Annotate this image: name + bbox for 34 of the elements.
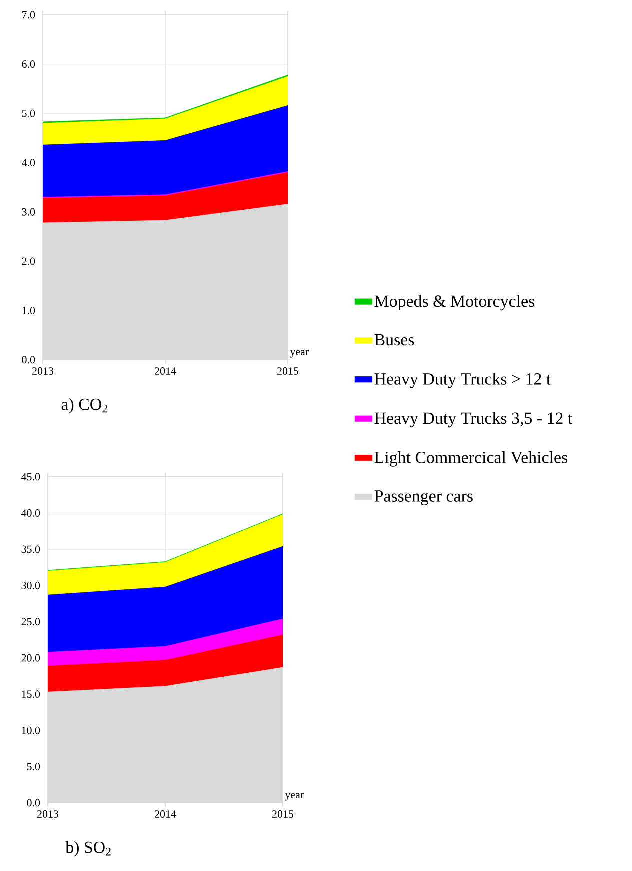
legend-label: Buses xyxy=(374,334,414,346)
y-tick-label: 7.0 xyxy=(22,11,36,19)
y-tick-label: 40.0 xyxy=(22,510,40,517)
y-tick-label: 0.0 xyxy=(27,799,40,807)
y-tick-label: 0.0 xyxy=(22,356,36,364)
y-tick-label: 30.0 xyxy=(22,582,40,590)
x-tick-label: 2014 xyxy=(155,810,176,818)
text: b) SO$_{2}$ xyxy=(66,841,111,857)
legend-label: Mopeds & Motorcycles xyxy=(374,295,535,311)
y-tick-label: 1.0 xyxy=(22,307,36,314)
y-tick-label: 20.0 xyxy=(22,654,40,662)
y-tick-label: 15.0 xyxy=(22,690,40,698)
y-tick-label: 45.0 xyxy=(22,473,40,481)
y-tick-label: 6.0 xyxy=(22,60,36,68)
y-tick-label: 5.0 xyxy=(22,110,36,118)
x-tick-label: 2013 xyxy=(32,368,54,375)
y-tick-label: 5.0 xyxy=(27,763,40,771)
x-tick-label: 2014 xyxy=(155,368,176,375)
x-tick-label: 2015 xyxy=(278,368,299,375)
y-tick-label: 4.0 xyxy=(22,159,36,167)
text: a) CO$_{2}$ xyxy=(62,398,108,414)
legend-label: Light Commercical Vehicles xyxy=(374,451,568,467)
y-tick-label: 3.0 xyxy=(22,208,36,216)
legend-label: Heavy Duty Trucks > 12 t xyxy=(374,372,552,388)
y-tick-label: 2.0 xyxy=(22,258,36,266)
legend-label: Heavy Duty Trucks 3,5 - 12 t xyxy=(374,412,573,428)
x-tick-label: 2015 xyxy=(272,810,294,818)
legend-label: Passenger cars xyxy=(374,490,473,506)
y-tick-label: 35.0 xyxy=(22,546,40,554)
x-tick-label: 2013 xyxy=(38,810,59,818)
x-axis-title: year xyxy=(290,350,309,358)
y-tick-label: 10.0 xyxy=(22,726,40,734)
x-axis-title: year xyxy=(285,793,304,801)
y-tick-label: 25.0 xyxy=(22,618,40,626)
